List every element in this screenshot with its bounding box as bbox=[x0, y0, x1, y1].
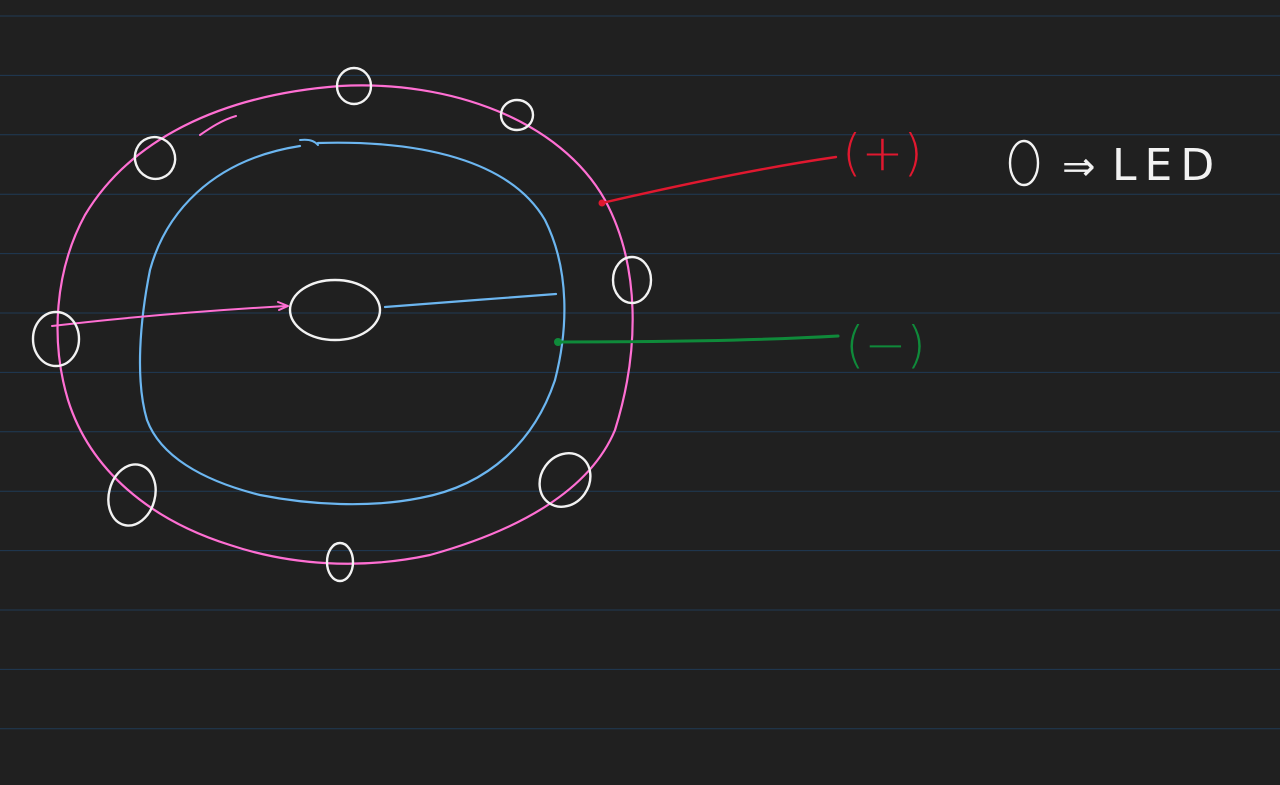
outer-ring-hook bbox=[199, 115, 237, 136]
led-bottom[interactable] bbox=[325, 541, 355, 583]
outer-ring-stroke bbox=[56, 84, 634, 565]
inner-ring-tick bbox=[299, 138, 319, 146]
pink-lead-arrowhead bbox=[277, 301, 289, 311]
blue-lead-right bbox=[383, 292, 558, 309]
led-top-left[interactable] bbox=[129, 131, 181, 184]
led-bottom-right[interactable] bbox=[529, 443, 600, 516]
led-group bbox=[31, 66, 653, 583]
negative-junction-dot bbox=[554, 338, 562, 346]
inner-ring-stroke bbox=[138, 141, 566, 506]
led-top-right[interactable] bbox=[499, 98, 535, 132]
positive-lead bbox=[600, 155, 838, 205]
pink-lead-left bbox=[51, 305, 287, 327]
legend-text: LED bbox=[1112, 140, 1222, 191]
positive-junction-dot bbox=[598, 199, 606, 207]
led-left[interactable] bbox=[31, 310, 81, 368]
led-top[interactable] bbox=[335, 66, 373, 106]
negative-lead bbox=[556, 334, 840, 344]
ruled-lines bbox=[0, 15, 1280, 730]
legend-led-symbol bbox=[1008, 139, 1040, 187]
negative-label: (−) bbox=[845, 316, 926, 374]
led-center[interactable] bbox=[288, 278, 382, 342]
legend-arrow: ⇒ bbox=[1062, 144, 1096, 190]
legend: ⇒ LED bbox=[1008, 139, 1222, 191]
led-right[interactable] bbox=[611, 255, 653, 305]
positive-label: (+) bbox=[842, 124, 923, 182]
led-bottom-left[interactable] bbox=[102, 459, 162, 531]
